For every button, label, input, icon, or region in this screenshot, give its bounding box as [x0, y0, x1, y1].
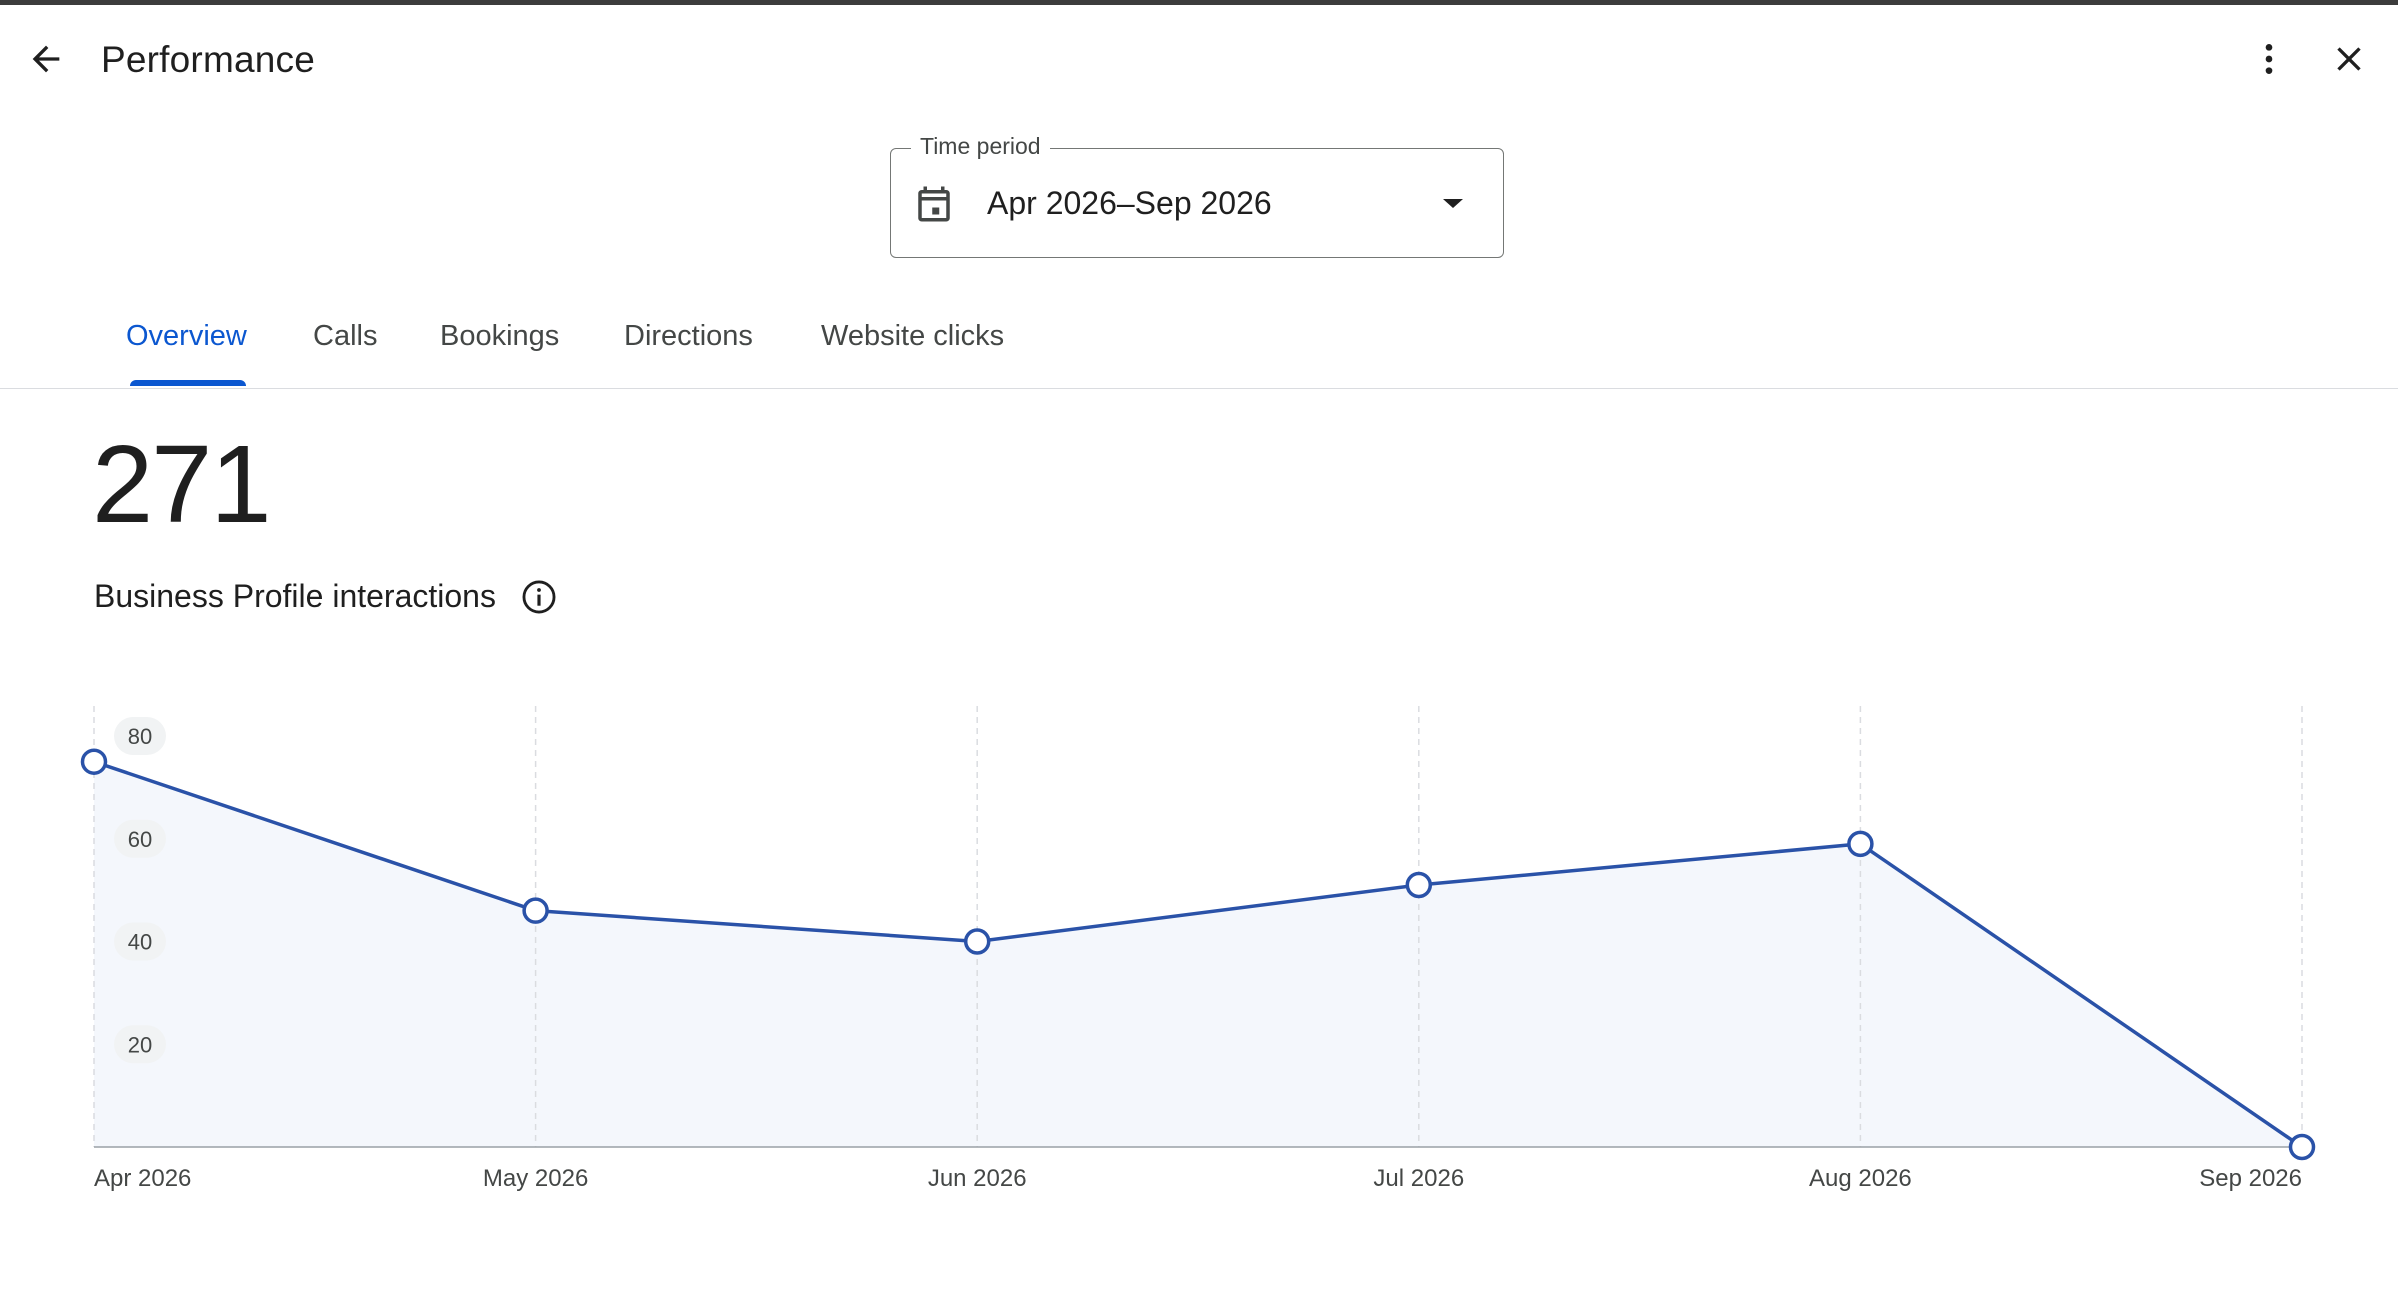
calendar-icon — [918, 186, 950, 222]
x-tick-label: Apr 2026 — [94, 1165, 191, 1192]
y-tick-label: 80 — [128, 724, 152, 749]
window-top-border — [0, 0, 2398, 5]
y-tick-label: 20 — [128, 1032, 152, 1057]
chart-point — [522, 897, 549, 924]
chart-area-fill — [94, 761, 2302, 1147]
tab-bar: Overview Calls Bookings Directions Websi… — [0, 300, 2398, 389]
interactions-chart: 20 40 60 80 Apr 2026 May 2026 Jun 2026 Jul 2026… — [80, 706, 2316, 1192]
chart-point — [963, 928, 991, 955]
y-tick-pill — [114, 1025, 166, 1064]
x-tick-label: Jul 2026 — [1373, 1165, 1464, 1192]
x-tick-label: Jun 2026 — [928, 1165, 1027, 1192]
info-icon[interactable] — [520, 578, 558, 616]
chart-series-line — [93, 760, 2303, 1149]
tab-calls[interactable]: Calls — [313, 320, 378, 352]
tab-bookings[interactable]: Bookings — [440, 320, 560, 352]
chart-point — [80, 748, 108, 775]
tab-website-clicks[interactable]: Website clicks — [821, 320, 1005, 352]
back-button[interactable] — [14, 27, 78, 91]
more-options-button[interactable] — [2237, 27, 2301, 91]
time-period-label: Time period — [911, 133, 1050, 160]
close-button[interactable] — [2317, 27, 2381, 91]
tab-overview[interactable]: Overview — [126, 320, 247, 352]
metric-value: 271 — [92, 423, 272, 546]
chart-point — [1405, 871, 1433, 899]
close-icon — [2337, 47, 2361, 71]
active-tab-indicator — [130, 380, 246, 386]
y-tick-label: 40 — [128, 930, 152, 955]
tab-directions[interactable]: Directions — [624, 320, 753, 352]
x-tick-label: Aug 2026 — [1809, 1165, 1912, 1192]
y-tick-pill — [114, 819, 166, 858]
page-title: Performance — [101, 39, 316, 80]
time-period-value: Apr 2026–Sep 2026 — [987, 185, 1272, 221]
y-tick-label: 60 — [128, 827, 152, 852]
header: Performance — [0, 5, 2398, 113]
more-vert-icon — [2265, 44, 2273, 74]
y-tick-pill — [114, 922, 166, 961]
time-period-select[interactable]: Time period Apr 2026–Sep 2026 — [890, 133, 1504, 258]
chart-point — [2288, 1133, 2316, 1161]
metric-label: Business Profile interactions — [94, 578, 496, 614]
x-tick-label: May 2026 — [483, 1165, 588, 1192]
x-tick-label: Sep 2026 — [2199, 1165, 2302, 1192]
arrow-back-icon — [32, 45, 60, 73]
y-tick-pill — [114, 717, 166, 755]
chart-point — [1847, 830, 1874, 858]
dropdown-arrow-icon — [1443, 199, 1463, 208]
